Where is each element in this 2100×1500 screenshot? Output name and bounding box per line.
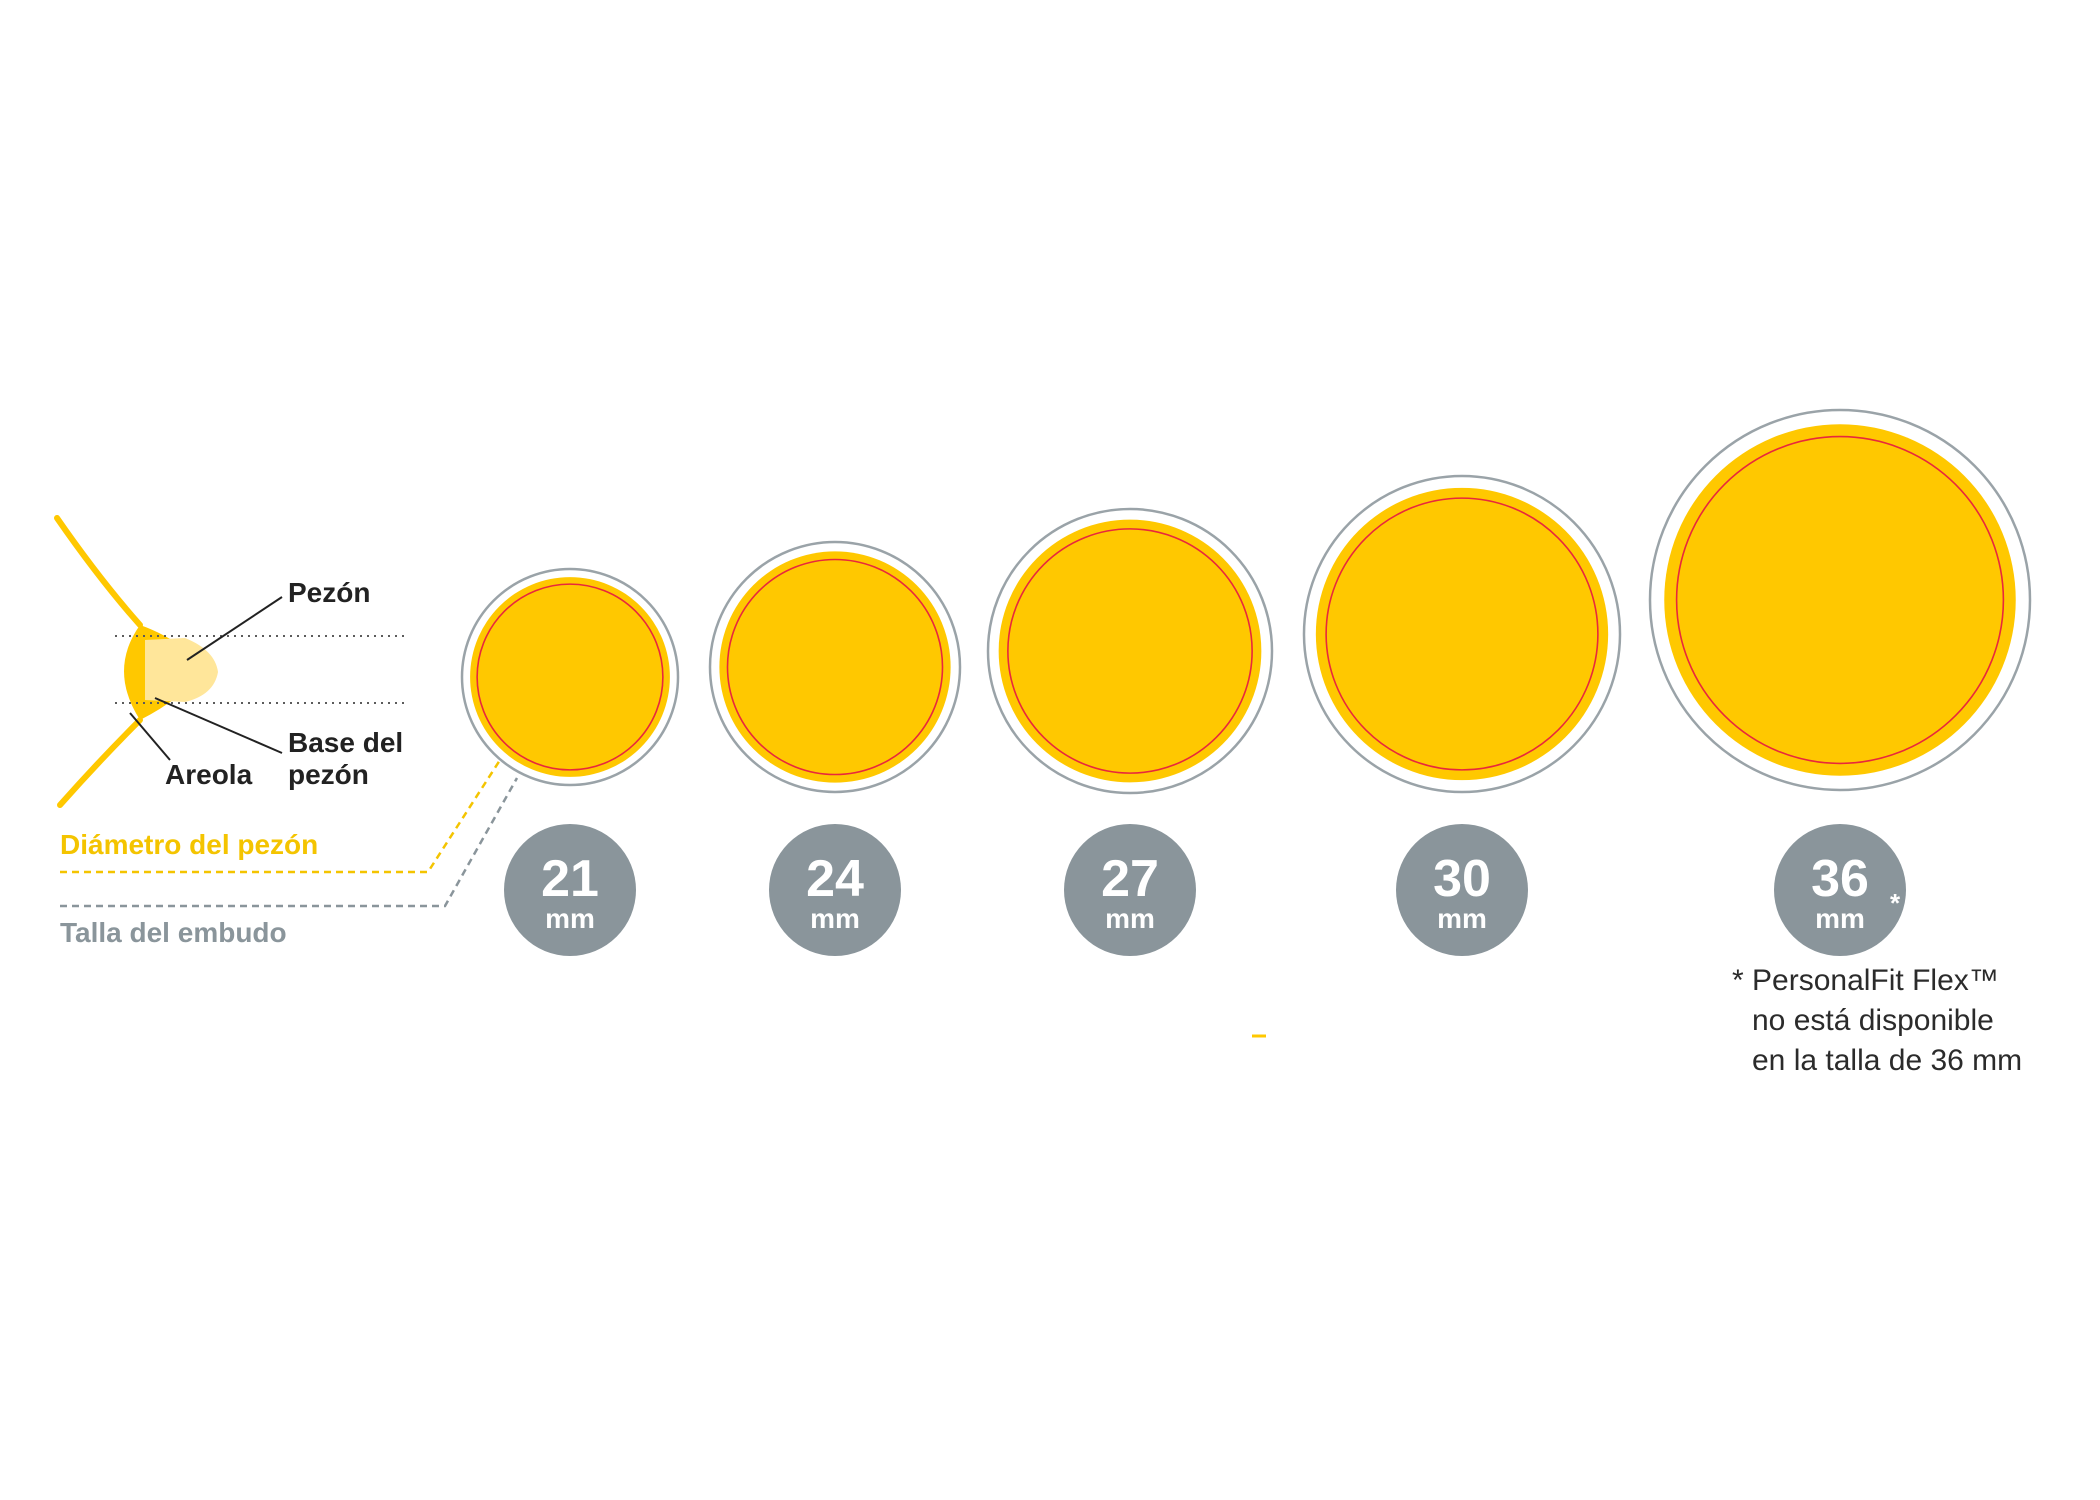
breast-outline-bottom [57,717,143,808]
funnel-size-label: Talla del embudo [60,917,287,948]
areola-label: Areola [165,759,253,790]
size-value-30: 30 [1433,850,1491,908]
diameter-ring-30 [1325,497,1599,771]
size-value-21: 21 [541,850,599,908]
nipple-disc-21 [470,577,670,777]
nipple-diameter-connector [60,759,502,874]
nipple-shape [145,638,218,702]
size-badge-27 [1064,824,1196,956]
size-unit-36: mm [1815,903,1865,934]
nipple-base-leader-line [154,697,283,754]
size-badge-30 [1396,824,1528,956]
nipple-disc-24 [719,551,951,783]
size-unit-27: mm [1105,903,1155,934]
size-value-27: 27 [1101,850,1159,908]
nipple-leader-line [186,596,283,661]
nipple-disc-36 [1664,424,2016,776]
nipple-base-label-line2: pezón [288,759,369,790]
footnote-line-1: * PersonalFit Flex™ [1732,964,1999,997]
diameter-ring-27 [1007,528,1253,774]
nipple-disc-30 [1315,487,1609,781]
size-badge-21 [504,824,636,956]
size-badge-36 [1774,824,1906,956]
footnote-line-2: no está disponible [1752,1004,1994,1037]
size-unit-24: mm [810,903,860,934]
size-value-36: 36 [1811,850,1869,908]
size-unit-30: mm [1437,903,1487,934]
size-badge-24 [769,824,901,956]
breast-outline-top [54,515,143,628]
diameter-ring-24 [726,558,944,776]
breast-illustration [54,515,218,808]
areola-leader-line [129,712,171,761]
footnote-line-3: en la talla de 36 mm [1752,1044,2022,1077]
nipple-label: Pezón [288,577,370,608]
funnel-size-connector [60,777,519,908]
nipple-diameter-label: Diámetro del pezón [60,829,318,860]
size-unit-21: mm [545,903,595,934]
size-value-24: 24 [806,850,864,908]
diameter-ring-21 [476,583,664,771]
size-asterisk-36: * [1890,888,1901,918]
nipple-disc-27 [998,519,1262,783]
diameter-ring-36 [1675,435,2005,765]
nipple-base-label-line1: Base del [288,727,403,758]
